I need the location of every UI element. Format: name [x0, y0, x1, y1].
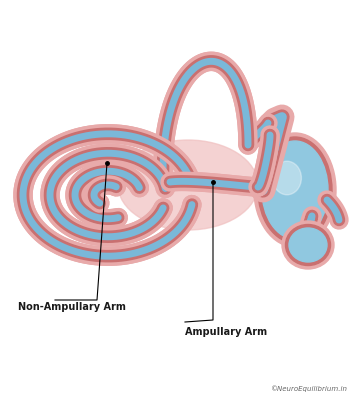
Ellipse shape: [285, 224, 331, 266]
Ellipse shape: [262, 141, 328, 239]
Ellipse shape: [258, 137, 332, 243]
Text: ©NeuroEquilibrium.in: ©NeuroEquilibrium.in: [270, 385, 347, 392]
Ellipse shape: [254, 133, 336, 247]
Text: Non-Ampullary Arm: Non-Ampullary Arm: [18, 302, 126, 312]
Ellipse shape: [273, 161, 302, 195]
Ellipse shape: [118, 140, 258, 230]
Ellipse shape: [282, 221, 334, 269]
Ellipse shape: [289, 228, 327, 262]
Text: Ampullary Arm: Ampullary Arm: [185, 327, 267, 337]
